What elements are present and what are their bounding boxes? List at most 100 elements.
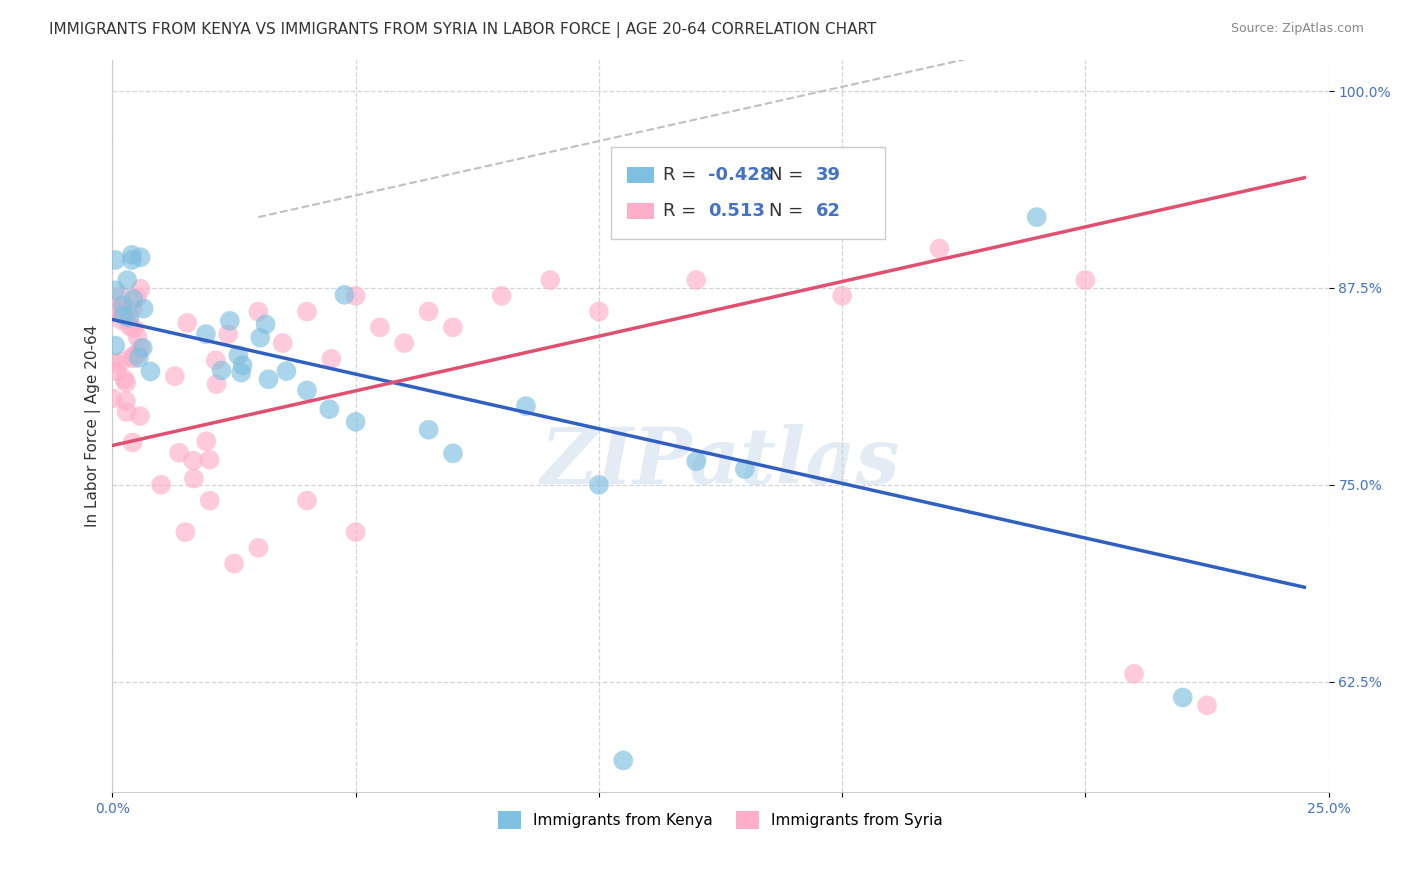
Point	[588, 304, 610, 318]
Point	[344, 289, 367, 303]
FancyBboxPatch shape	[612, 147, 884, 239]
Point	[538, 273, 561, 287]
Point	[132, 341, 155, 355]
Point	[101, 392, 124, 406]
Point	[114, 372, 136, 386]
Point	[418, 304, 440, 318]
Point	[139, 364, 162, 378]
Point	[122, 292, 145, 306]
Point	[257, 372, 280, 386]
Point	[321, 351, 343, 366]
Text: N =: N =	[769, 166, 810, 184]
Text: R =: R =	[664, 166, 703, 184]
Text: IMMIGRANTS FROM KENYA VS IMMIGRANTS FROM SYRIA IN LABOR FORCE | AGE 20-64 CORREL: IMMIGRANTS FROM KENYA VS IMMIGRANTS FROM…	[49, 22, 876, 38]
Point	[333, 288, 356, 302]
Text: 62: 62	[815, 202, 841, 220]
Bar	[627, 203, 654, 219]
Point	[211, 363, 233, 377]
Point	[344, 525, 367, 540]
Point	[112, 309, 135, 323]
Point	[685, 273, 707, 287]
Point	[117, 305, 139, 319]
Point	[103, 304, 125, 318]
Point	[1074, 273, 1097, 287]
Point	[232, 359, 254, 373]
Point	[104, 252, 127, 267]
Point	[195, 434, 218, 449]
Point	[249, 331, 271, 345]
Point	[104, 283, 127, 297]
Point	[122, 351, 145, 366]
Point	[295, 304, 318, 318]
Point	[105, 364, 128, 378]
Text: R =: R =	[664, 202, 703, 220]
Point	[163, 369, 186, 384]
Point	[368, 320, 391, 334]
Text: 39: 39	[815, 166, 841, 184]
Text: ZIPatlas: ZIPatlas	[541, 425, 900, 500]
Point	[491, 289, 513, 303]
Point	[129, 282, 152, 296]
Text: 0.513: 0.513	[709, 202, 765, 220]
Point	[247, 304, 270, 318]
Point	[121, 253, 143, 268]
Point	[222, 557, 245, 571]
Point	[276, 364, 298, 378]
Point	[111, 298, 134, 312]
Point	[110, 289, 132, 303]
Point	[218, 314, 240, 328]
Text: N =: N =	[769, 202, 810, 220]
Point	[831, 289, 853, 303]
Point	[254, 318, 277, 332]
Text: Source: ZipAtlas.com: Source: ZipAtlas.com	[1230, 22, 1364, 36]
Point	[318, 402, 340, 417]
Point	[125, 347, 148, 361]
Point	[111, 300, 134, 314]
Point	[1195, 698, 1218, 713]
Point	[181, 453, 204, 467]
Point	[205, 377, 228, 392]
Point	[150, 478, 173, 492]
Point	[194, 326, 217, 341]
Point	[295, 384, 318, 398]
Point	[247, 541, 270, 555]
Point	[1123, 666, 1146, 681]
Point	[588, 478, 610, 492]
Point	[110, 313, 132, 327]
Point	[122, 321, 145, 335]
Point	[121, 301, 143, 316]
Legend: Immigrants from Kenya, Immigrants from Syria: Immigrants from Kenya, Immigrants from S…	[492, 805, 949, 836]
Y-axis label: In Labor Force | Age 20-64: In Labor Force | Age 20-64	[86, 325, 101, 527]
Point	[121, 435, 143, 450]
Point	[129, 250, 152, 264]
Point	[127, 291, 149, 305]
Point	[118, 319, 141, 334]
Point	[183, 471, 205, 485]
Point	[104, 338, 127, 352]
Point	[198, 452, 221, 467]
Point	[167, 446, 190, 460]
Point	[441, 446, 464, 460]
Point	[115, 405, 138, 419]
Point	[217, 327, 239, 342]
Point	[418, 423, 440, 437]
Point	[1025, 210, 1047, 224]
Point	[129, 409, 152, 423]
Point	[198, 493, 221, 508]
Point	[685, 454, 707, 468]
Point	[271, 336, 294, 351]
Point	[1171, 690, 1194, 705]
Point	[228, 348, 250, 362]
Point	[132, 301, 155, 316]
Point	[231, 366, 253, 380]
Point	[394, 336, 416, 351]
Point	[118, 310, 141, 325]
Point	[127, 330, 149, 344]
Point	[108, 301, 131, 316]
Bar	[627, 167, 654, 183]
Point	[128, 351, 150, 365]
Point	[515, 399, 537, 413]
Point	[174, 525, 197, 540]
Point	[105, 301, 128, 316]
Point	[129, 341, 152, 355]
